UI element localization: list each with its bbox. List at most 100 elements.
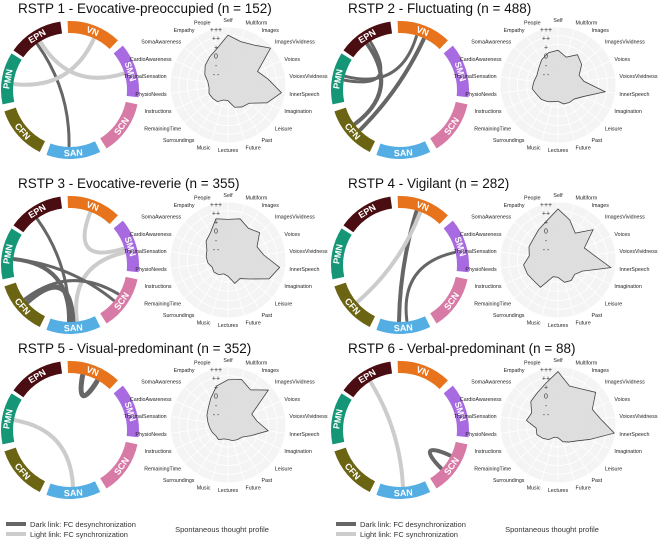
link-vn-vn-dark [78,372,100,399]
network-arc-san [376,316,431,334]
network-arc-san [46,141,101,159]
radar-axis-label-lectures: Lectures [548,488,569,494]
network-arc-scn [429,276,468,324]
radar-level-label: 0 [214,394,218,401]
radar-axis-label-imagination: Imagination [614,109,641,115]
radar-axis-label-innerspeech: InnerSpeech [289,432,319,438]
network-arc-scn [99,101,138,149]
network-arc-vn [397,361,448,390]
radar-axis-label-physioneeds: PhysioNeeds [465,267,497,273]
radar-axis-label-future: Future [245,320,260,326]
radar-level-label: ++ [542,211,550,218]
radar-axis-label-future: Future [575,145,590,151]
link-epn-san-dark [35,42,71,148]
link-epn-smn-light [38,40,126,80]
radar-level-label: - - [213,412,220,419]
legend-dark-label: Dark link: FC desynchronization [30,520,136,529]
radar-level-label: + [214,219,218,226]
profile-caption: Spontaneous thought profile [175,525,269,534]
network-arc-smn [443,220,469,273]
network-label-pmn: PMN [1,68,14,89]
radar-axis-label-voices: Voices [284,57,300,63]
network-arc-smn [113,45,139,98]
radar-axis-label-cardioawareness: CardioAwareness [130,397,172,403]
network-label-san: SAN [64,487,84,498]
radar-axis-label-imagesvividness: ImagesVividness [275,379,315,385]
radar-axis-label-leisure: Leisure [275,127,292,133]
panel-6: RSTP 6 - Verbal-predominant (n = 88) EPN V… [331,341,658,499]
network-arc-scn [99,441,138,489]
radar-axis-label-voices: Voices [284,397,300,403]
network-arc-vn [397,196,448,225]
radar-axis-label-empathy: Empathy [504,203,525,209]
radar-level-label: ++ [212,211,220,218]
radar-level-label: +++ [210,367,222,374]
link-vn-smn-light [82,210,126,255]
radar-level-label: ++ [542,36,550,43]
radar-axis-label-surroundings: Surroundings [493,138,525,144]
radar-level-label: + [214,44,218,51]
radar-axis-label-leisure: Leisure [605,467,622,473]
radar-axis-label-multiform: Multiform [575,21,597,27]
network-arc-smn [443,45,469,98]
legend-light-label: Light link: FC synchronization [30,530,128,539]
radar-level-label: - [545,63,548,70]
radar-axis-label-surroundings: Surroundings [493,478,525,484]
radar-level-label: + [544,384,548,391]
network-arc-pmn [331,393,352,445]
link-smn-san-dark [404,250,457,323]
link-vn-cfn-dark [358,37,426,132]
radar-axis-label-past: Past [262,313,273,319]
radar-axis-label-leisure: Leisure [275,467,292,473]
radar-axis-label-music: Music [197,320,211,326]
link-smn-san-light [74,250,127,323]
radar-axis-label-images: Images [262,28,280,34]
network-label-pmn: PMN [1,243,14,264]
radar-level-label: +++ [540,27,552,34]
radar-axis-label-future: Future [575,485,590,491]
radar-axis-label-music: Music [197,145,211,151]
radar-axis-label-lectures: Lectures [218,148,239,154]
radar-axis-label-instructions: Instructions [145,449,172,455]
radar-axis-label-surroundings: Surroundings [493,313,525,319]
panel-title: RSTP 5 - Visual-predominant (n = 352) [18,341,251,356]
network-label-vn: VN [415,199,430,213]
radar-axis-label-thermalsensation: ThermalSensation [454,74,497,80]
network-arc-scn [429,101,468,149]
radar-axis-label-cardioawareness: CardioAwareness [460,57,502,63]
panel-title: RSTP 6 - Verbal-predominant (n = 88) [348,341,576,356]
radar-axis-label-lectures: Lectures [548,148,569,154]
panel-5: RSTP 5 - Visual-predominant (n = 352) EPN… [1,341,328,499]
network-arc-smn [113,220,139,273]
network-label-vn: VN [415,364,430,378]
network-label-pmn: PMN [1,408,14,429]
link-cfn-scn-dark [23,279,120,301]
radar-level-label: +++ [210,202,222,209]
radar-axis-label-past: Past [592,313,603,319]
radar-axis-label-images: Images [592,203,610,209]
radar-axis-label-voices: Voices [614,57,630,63]
radar-axis-label-physioneeds: PhysioNeeds [465,432,497,438]
radar-axis-label-music: Music [527,485,541,491]
network-label-pmn: PMN [331,68,344,89]
panel-1: RSTP 1 - Evocative-preoccupied (n = 152)… [1,1,328,159]
network-arc-san [376,481,431,499]
radar-axis-label-imagesvividness: ImagesVividness [605,214,645,220]
radar-axis-label-innerspeech: InnerSpeech [619,432,649,438]
panel-title: RSTP 1 - Evocative-preoccupied (n = 152) [18,1,272,16]
radar-level-label: + [214,384,218,391]
network-arc-pmn [1,393,22,445]
radar-axis-label-images: Images [592,28,610,34]
link-group [343,34,426,132]
network-arc-pmn [331,228,352,280]
radar-level-label: ++ [542,376,550,383]
panel-title: RSTP 3 - Evocative-reverie (n = 355) [18,176,239,191]
radar-level-label: + [544,219,548,226]
radar-axis-label-multiform: Multiform [245,361,267,367]
network-arc-cfn [334,282,376,328]
